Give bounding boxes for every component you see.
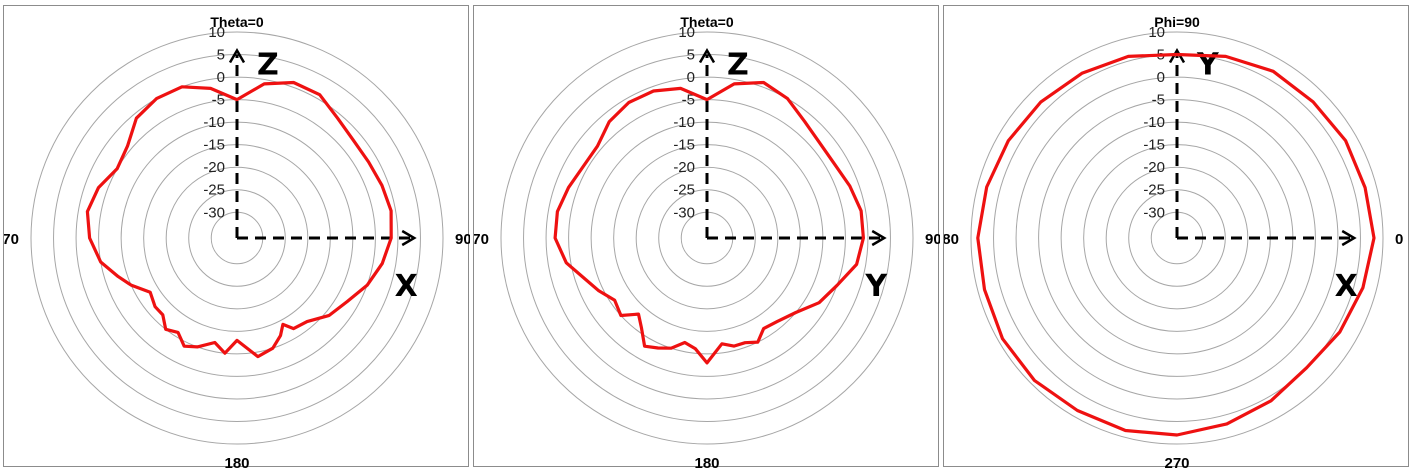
- chart-title: Theta=0: [680, 14, 734, 30]
- series-line: [85, 80, 393, 359]
- angle-label-right: 0: [1395, 231, 1403, 248]
- axis-up-label: Y: [1196, 48, 1220, 83]
- angle-labels: 90 270 180: [474, 231, 940, 468]
- radial-tick-label: -20: [1143, 159, 1165, 176]
- axis-up-arrow: [228, 48, 246, 64]
- grid-ring: [30, 31, 444, 445]
- radial-tick-label: 10: [208, 24, 225, 41]
- grid-ring: [1128, 189, 1226, 287]
- radial-tick-label: -15: [203, 137, 225, 154]
- grid-ring: [635, 166, 779, 310]
- radial-tick-label: 0: [687, 69, 695, 86]
- grid-ring: [188, 189, 286, 287]
- radial-tick-label: 10: [1148, 24, 1165, 41]
- radial-tick-label: 10: [678, 24, 695, 41]
- grid-ring: [970, 31, 1384, 445]
- coordinate-axes: ZY: [698, 48, 888, 304]
- radial-tick-label: -5: [682, 92, 695, 109]
- radial-tick-label: -10: [203, 114, 225, 131]
- grid-rings: [500, 31, 914, 445]
- radial-tick-label: -25: [673, 182, 695, 199]
- chart-title: Theta=0: [210, 14, 264, 30]
- radial-tick-label: -30: [203, 204, 225, 221]
- axis-up-label: Z: [257, 48, 279, 83]
- axis-up-arrow: [1168, 48, 1186, 64]
- radial-tick-label: -20: [673, 159, 695, 176]
- series-line: [976, 52, 1376, 437]
- radial-tick-label: -30: [673, 204, 695, 221]
- radial-tick-label: -15: [673, 137, 695, 154]
- axis-up-arrow: [698, 48, 716, 64]
- angle-label-bottom: 180: [694, 455, 719, 468]
- angle-label-bottom: 180: [224, 455, 249, 468]
- axis-right-arrow: [1341, 229, 1357, 247]
- axis-right-label: X: [1335, 269, 1358, 304]
- axis-up-label: Z: [727, 48, 749, 83]
- grid-ring: [1038, 99, 1316, 377]
- angle-label-left: 270: [474, 231, 489, 248]
- axis-right-label: X: [395, 269, 418, 304]
- radial-tick-label: 5: [687, 47, 695, 64]
- radial-tick-label: -20: [203, 159, 225, 176]
- chart-title: Phi=90: [1154, 14, 1200, 30]
- radial-tick-labels: 10 5 0 -5 -10 -15 -20 -25 -30: [673, 24, 695, 221]
- radial-tick-labels: 10 5 0 -5 -10 -15 -20 -25 -30: [203, 24, 225, 221]
- radial-tick-label: 5: [217, 47, 225, 64]
- angle-labels: 90 270 180: [4, 231, 470, 468]
- angle-labels: 0 180 270: [944, 231, 1403, 468]
- series-line: [553, 80, 865, 365]
- radial-tick-label: 0: [217, 69, 225, 86]
- grid-ring: [500, 31, 914, 445]
- axis-right-arrow: [401, 229, 417, 247]
- angle-label-left: 180: [944, 231, 959, 248]
- axis-right-label: Y: [864, 269, 888, 304]
- coordinate-axes: ZX: [228, 48, 418, 304]
- grid-ring: [658, 189, 756, 287]
- angle-label-right: 90: [455, 231, 470, 248]
- radial-tick-label: -5: [212, 92, 225, 109]
- grid-ring: [165, 166, 309, 310]
- grid-ring: [545, 76, 869, 400]
- radial-tick-label: -5: [1152, 92, 1165, 109]
- radial-tick-label: 0: [1157, 69, 1165, 86]
- coordinate-axes: YX: [1168, 48, 1358, 304]
- angle-label-bottom: 270: [1164, 455, 1189, 468]
- angle-label-right: 90: [925, 231, 940, 248]
- radial-tick-label: -30: [1143, 204, 1165, 221]
- radial-tick-label: -15: [1143, 137, 1165, 154]
- grid-ring: [75, 76, 399, 400]
- grid-ring: [1015, 76, 1339, 400]
- grid-ring: [1105, 166, 1249, 310]
- axis-right-arrow: [871, 229, 887, 247]
- radial-tick-label: -25: [203, 182, 225, 199]
- radial-tick-label: -10: [673, 114, 695, 131]
- radial-tick-label: -25: [1143, 182, 1165, 199]
- radial-tick-label: -10: [1143, 114, 1165, 131]
- angle-label-left: 270: [4, 231, 19, 248]
